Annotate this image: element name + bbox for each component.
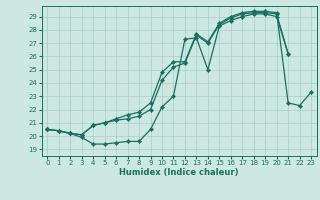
- X-axis label: Humidex (Indice chaleur): Humidex (Indice chaleur): [119, 168, 239, 177]
